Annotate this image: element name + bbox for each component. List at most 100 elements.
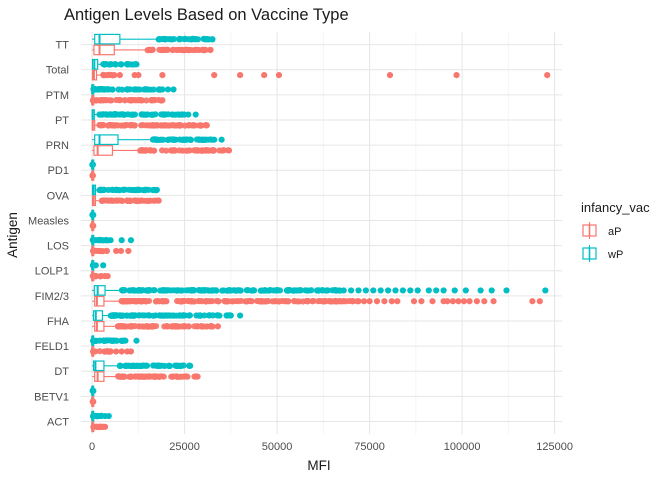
outlier-point: [94, 86, 101, 93]
outlier-point: [192, 111, 199, 118]
outlier-point: [299, 298, 307, 305]
outlier-point: [169, 122, 176, 129]
box-aP-betv1: [89, 396, 97, 408]
box-wP-dt: [92, 360, 194, 372]
outlier-point: [133, 61, 140, 68]
outlier-point: [257, 298, 264, 305]
outlier-point: [370, 287, 377, 294]
outlier-point: [225, 147, 233, 154]
outlier-point: [140, 111, 147, 118]
y-tick-label: Total: [46, 65, 69, 77]
outlier-point: [123, 86, 131, 93]
outlier-point: [126, 287, 133, 294]
outlier-point: [488, 287, 495, 294]
box-rect: [92, 310, 104, 321]
box-aP-ptm: [89, 94, 166, 106]
outlier-point: [544, 71, 551, 79]
outlier-point: [349, 297, 356, 305]
outlier-point: [132, 373, 139, 380]
outlier-point: [108, 197, 115, 204]
outlier-point: [296, 287, 303, 294]
outlier-point: [99, 197, 106, 204]
outlier-point: [97, 97, 105, 104]
outlier-point: [111, 312, 118, 319]
outlier-point: [362, 287, 369, 294]
outlier-point: [136, 312, 143, 319]
x-tick-label: 50000: [262, 441, 293, 453]
outlier-point: [215, 298, 222, 305]
outlier-point: [342, 298, 349, 305]
outlier-point: [193, 147, 200, 154]
outlier-point: [107, 237, 114, 244]
outlier-point: [377, 287, 384, 294]
outlier-point: [135, 71, 142, 79]
outlier-point: [407, 287, 414, 294]
outlier-point: [126, 298, 133, 305]
box-aP-fha: [92, 320, 221, 332]
outlier-point: [196, 312, 204, 319]
legend-label: aP: [608, 226, 621, 238]
outlier-point: [149, 322, 156, 330]
outlier-point: [125, 247, 132, 255]
outlier-point: [135, 287, 143, 294]
box-aP-los: [89, 245, 132, 257]
outlier-point: [276, 287, 284, 294]
outlier-point: [109, 337, 116, 344]
legend-item-wp: wP: [581, 245, 623, 262]
chart-title: Antigen Levels Based on Vaccine Type: [64, 6, 349, 24]
outlier-point: [120, 122, 127, 129]
box-wP-pd1: [89, 159, 96, 171]
outlier-point: [150, 287, 157, 294]
outlier-point: [283, 287, 290, 294]
y-tick-label: FIM2/3: [35, 291, 69, 303]
outlier-point: [227, 312, 234, 319]
outlier-point: [158, 312, 165, 319]
x-tick-label: 25000: [169, 441, 200, 453]
outlier-point: [119, 197, 126, 205]
outlier-point: [150, 97, 158, 104]
outlier-point: [105, 86, 112, 93]
outlier-point: [310, 297, 317, 305]
outlier-point: [121, 298, 128, 305]
outlier-point: [399, 287, 406, 294]
outlier-point: [381, 298, 388, 305]
outlier-point: [237, 312, 244, 319]
outlier-point: [291, 298, 298, 305]
outlier-point: [205, 287, 212, 294]
outlier-point: [143, 197, 150, 204]
outlier-point: [237, 297, 245, 305]
outlier-point: [262, 298, 269, 305]
box-aP-pt: [91, 119, 210, 131]
outlier-point: [194, 373, 201, 380]
outlier-point: [104, 111, 111, 118]
outlier-point: [119, 86, 126, 93]
outlier-point: [266, 287, 273, 294]
outlier-point: [181, 323, 188, 330]
outlier-point: [146, 312, 153, 319]
outlier-point: [94, 237, 101, 244]
box-rect: [94, 33, 121, 45]
box-wP-los: [89, 234, 135, 246]
outlier-point: [200, 35, 208, 42]
outlier-point: [169, 46, 176, 54]
outlier-point: [542, 287, 549, 294]
outlier-point: [337, 298, 345, 305]
outlier-point: [455, 298, 462, 305]
outlier-point: [211, 136, 218, 143]
outlier-point: [168, 36, 175, 43]
outlier-point: [210, 147, 217, 154]
outlier-point: [211, 71, 218, 79]
outlier-point: [186, 312, 194, 319]
outlier-point: [429, 298, 436, 305]
outlier-point: [175, 46, 182, 53]
y-tick-label: DT: [54, 366, 69, 378]
outlier-point: [127, 237, 135, 244]
y-tick-label: ACT: [47, 416, 69, 428]
outlier-point: [100, 262, 107, 269]
outlier-point: [175, 287, 182, 294]
outlier-point: [122, 337, 129, 344]
outlier-point: [440, 287, 447, 294]
outlier-point: [172, 322, 179, 330]
outlier-point: [125, 186, 133, 193]
box-wP-act: [89, 410, 112, 422]
